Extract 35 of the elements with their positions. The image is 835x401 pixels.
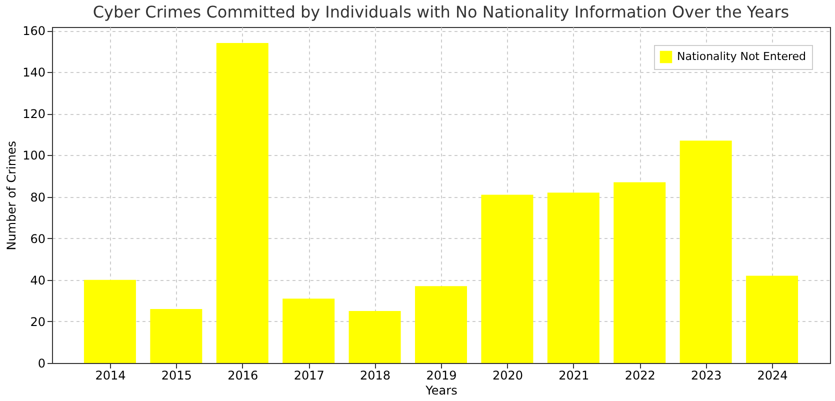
y-tick-label: 20 bbox=[30, 314, 46, 329]
y-tick-label: 0 bbox=[38, 356, 46, 370]
x-tick-label: 2024 bbox=[757, 368, 788, 382]
x-tick-label: 2023 bbox=[691, 368, 722, 382]
bar bbox=[746, 276, 798, 363]
bar bbox=[348, 311, 401, 363]
bar bbox=[415, 286, 467, 363]
y-tick-label: 100 bbox=[22, 148, 46, 163]
y-tick-label: 40 bbox=[30, 273, 46, 288]
y-tick-label: 120 bbox=[22, 107, 46, 122]
x-tick-label: 2019 bbox=[426, 368, 457, 382]
bar bbox=[614, 182, 666, 363]
bar bbox=[150, 308, 202, 363]
x-tick-label: 2018 bbox=[360, 368, 391, 382]
bar bbox=[680, 140, 732, 363]
bar bbox=[84, 280, 136, 363]
legend-label: Nationality Not Entered bbox=[677, 50, 806, 63]
y-tick-label: 140 bbox=[22, 66, 46, 80]
y-tick-label: 80 bbox=[30, 190, 46, 204]
y-tick-label: 160 bbox=[22, 24, 46, 38]
x-tick-label: 2015 bbox=[161, 368, 192, 382]
x-tick-label: 2014 bbox=[95, 368, 126, 382]
y-axis-title: Number of Crimes bbox=[4, 140, 19, 250]
y-tick-label: 60 bbox=[30, 232, 46, 246]
x-tick-label: 2017 bbox=[294, 368, 324, 382]
bar bbox=[481, 194, 534, 363]
x-axis-title: Years bbox=[424, 384, 458, 398]
x-tick-label: 2021 bbox=[558, 368, 590, 382]
chart-title: Cyber Crimes Committed by Individuals with No Nationality Information Over the Years bbox=[92, 2, 790, 22]
bar bbox=[282, 298, 335, 363]
x-tick-label: 2020 bbox=[492, 368, 523, 382]
bar bbox=[547, 192, 600, 363]
x-tick-label: 2016 bbox=[228, 368, 258, 382]
x-tick-label: 2022 bbox=[624, 368, 656, 382]
bar bbox=[216, 43, 268, 363]
